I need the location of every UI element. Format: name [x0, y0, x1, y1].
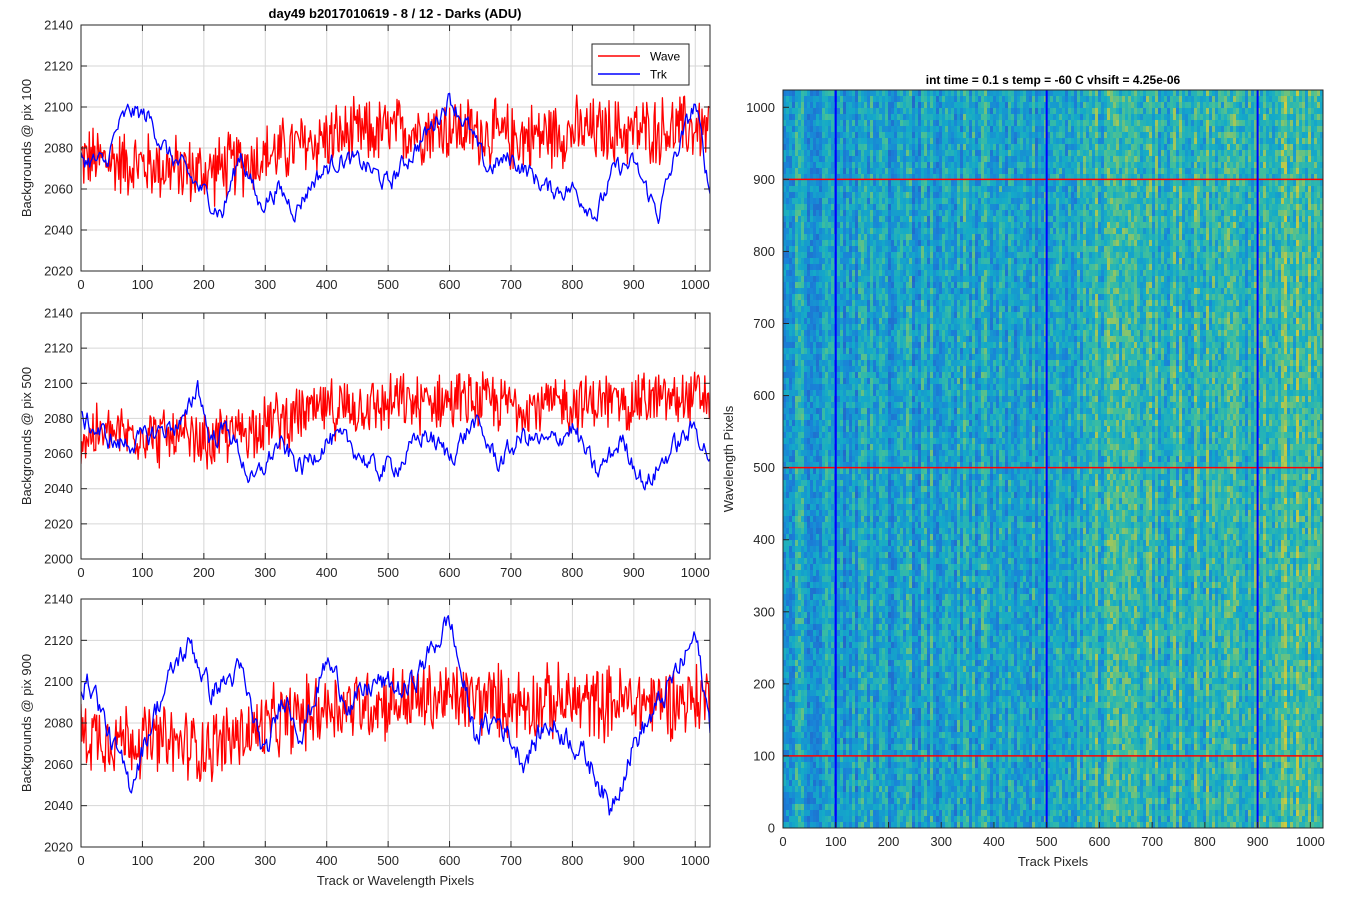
x-tick-label: 400 [316, 565, 338, 580]
y-tick-label: 2100 [44, 376, 73, 391]
heatmap-image [783, 90, 1324, 829]
x-tick-label: 800 [562, 565, 584, 580]
y-tick-label: 700 [753, 316, 775, 331]
line-panel-3: 0 100 200 300 400 500 600 700 800 900 1000 2020 2040… [19, 592, 710, 889]
legend-label-trk: Trk [650, 68, 668, 82]
y-tick-label: 2020 [44, 840, 73, 855]
x-tick-label: 300 [254, 853, 276, 868]
x-tick-label: 1000 [681, 853, 710, 868]
y-tick-label: 2040 [44, 223, 73, 238]
y-tick-label: 400 [753, 532, 775, 547]
x-axis-label: Track Pixels [1018, 854, 1089, 869]
y-tick-label: 2060 [44, 757, 73, 772]
x-tick-label: 200 [193, 277, 215, 292]
y-tick-label: 600 [753, 388, 775, 403]
x-tick-label: 700 [1141, 834, 1163, 849]
x-tick-label: 400 [316, 277, 338, 292]
x-tick-label: 900 [1247, 834, 1269, 849]
y-tick-label: 2140 [44, 18, 73, 33]
y-tick-label: 200 [753, 676, 775, 691]
x-tick-label: 200 [193, 853, 215, 868]
y-axis-label: Backgrounds @ pix 500 [19, 367, 34, 505]
y-tick-label: 300 [753, 604, 775, 619]
x-tick-label: 500 [377, 565, 399, 580]
plot-area [81, 313, 710, 559]
x-tick-label: 100 [132, 565, 154, 580]
line-panel-2: 0 100 200 300 400 500 600 700 800 900 1000 2000 2020… [19, 306, 710, 581]
x-tick-label: 0 [779, 834, 786, 849]
x-axis-label: Track or Wavelength Pixels [317, 873, 475, 888]
y-tick-label: 800 [753, 244, 775, 259]
y-tick-label: 1000 [746, 100, 775, 115]
legend-label-wave: Wave [650, 50, 681, 64]
figure-title: day49 b2017010619 - 8 / 12 - Darks (ADU) [269, 6, 522, 21]
y-tick-label: 2100 [44, 674, 73, 689]
x-tick-label: 400 [983, 834, 1005, 849]
x-tick-label: 600 [439, 565, 461, 580]
x-tick-label: 800 [562, 853, 584, 868]
y-tick-label: 2080 [44, 716, 73, 731]
x-tick-label: 1000 [681, 565, 710, 580]
x-tick-label: 700 [500, 853, 522, 868]
y-tick-label: 2140 [44, 592, 73, 607]
y-tick-label: 2040 [44, 481, 73, 496]
y-axis-label: Backgrounds @ pix 900 [19, 654, 34, 792]
y-tick-label: 2020 [44, 516, 73, 531]
heatmap-panel: 0 100 200 300 400 500 600 700 800 900 1000 0 100 200 3… [721, 73, 1325, 869]
y-tick-label: 2080 [44, 411, 73, 426]
heatmap-title: int time = 0.1 s temp = -60 C vhsift = 4… [926, 73, 1181, 87]
x-tick-label: 900 [623, 565, 645, 580]
y-tick-label: 2060 [44, 446, 73, 461]
y-tick-label: 2060 [44, 182, 73, 197]
x-tick-label: 900 [623, 277, 645, 292]
y-axis-label: Backgrounds @ pix 100 [19, 79, 34, 217]
y-tick-label: 2140 [44, 306, 73, 321]
legend: Wave Trk [592, 44, 689, 85]
y-axis-label: Wavelength Pixels [721, 405, 736, 512]
y-tick-label: 2080 [44, 141, 73, 156]
y-tick-label: 100 [753, 748, 775, 763]
x-tick-label: 0 [77, 565, 84, 580]
y-tick-label: 2120 [44, 59, 73, 74]
x-tick-label: 300 [254, 277, 276, 292]
x-tick-label: 300 [254, 565, 276, 580]
x-tick-label: 800 [562, 277, 584, 292]
x-tick-label: 100 [132, 277, 154, 292]
x-tick-label: 900 [623, 853, 645, 868]
x-tick-label: 500 [1036, 834, 1058, 849]
x-tick-label: 1000 [681, 277, 710, 292]
x-tick-label: 500 [377, 853, 399, 868]
y-tick-label: 2120 [44, 633, 73, 648]
x-tick-label: 300 [930, 834, 952, 849]
x-tick-label: 500 [377, 277, 399, 292]
line-panel-1: 0 100 200 300 400 500 600 700 800 900 1000 2020 2040… [19, 18, 710, 293]
x-tick-label: 100 [825, 834, 847, 849]
x-tick-label: 600 [439, 277, 461, 292]
y-tick-label: 500 [753, 460, 775, 475]
y-tick-label: 900 [753, 172, 775, 187]
x-tick-label: 200 [878, 834, 900, 849]
x-tick-label: 400 [316, 853, 338, 868]
x-tick-label: 200 [193, 565, 215, 580]
x-tick-label: 700 [500, 277, 522, 292]
x-tick-label: 700 [500, 565, 522, 580]
x-tick-label: 600 [439, 853, 461, 868]
y-tick-label: 2120 [44, 341, 73, 356]
y-tick-label: 2100 [44, 100, 73, 115]
y-tick-label: 2000 [44, 552, 73, 567]
y-tick-label: 2040 [44, 798, 73, 813]
y-tick-label: 0 [768, 821, 775, 836]
x-tick-label: 1000 [1296, 834, 1325, 849]
x-tick-label: 0 [77, 277, 84, 292]
x-tick-label: 0 [77, 853, 84, 868]
x-tick-label: 600 [1089, 834, 1111, 849]
x-tick-label: 800 [1194, 834, 1216, 849]
y-tick-label: 2020 [44, 264, 73, 279]
x-tick-label: 100 [132, 853, 154, 868]
